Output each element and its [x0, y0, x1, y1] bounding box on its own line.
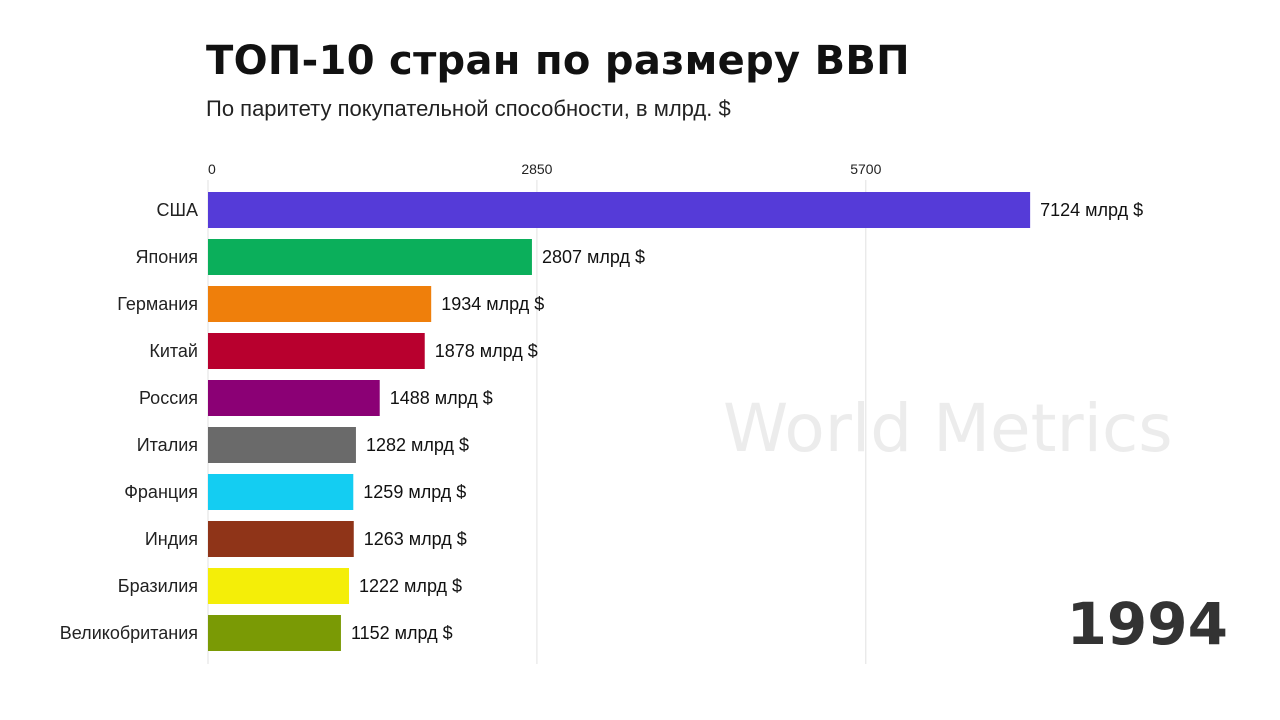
x-tick-label: 0 [208, 161, 216, 177]
value-label: 2807 млрд $ [542, 247, 645, 267]
bar [208, 192, 1031, 228]
chart-title: ТОП-10 стран по размеру ВВП [206, 38, 910, 84]
bar [208, 286, 432, 322]
category-label: Индия [145, 529, 198, 549]
category-label: Япония [136, 247, 199, 267]
bar [208, 615, 341, 651]
value-label: 1934 млрд $ [441, 294, 544, 314]
category-label: Италия [137, 435, 198, 455]
value-label: 1152 млрд $ [351, 623, 453, 643]
category-label: Германия [117, 294, 198, 314]
value-label: 1488 млрд $ [390, 388, 493, 408]
category-label: Россия [139, 388, 198, 408]
value-label: 7124 млрд $ [1040, 200, 1143, 220]
bar [208, 333, 425, 369]
category-label: Бразилия [118, 576, 198, 596]
value-label: 1222 млрд $ [359, 576, 462, 596]
category-label: Китай [149, 341, 198, 361]
bar [208, 427, 356, 463]
x-tick-label: 2850 [521, 161, 552, 177]
category-label: Франция [124, 482, 198, 502]
bar [208, 521, 354, 557]
bar [208, 239, 532, 275]
value-label: 1878 млрд $ [435, 341, 538, 361]
category-label: Великобритания [60, 623, 198, 643]
bar [208, 568, 350, 604]
x-tick-label: 5700 [850, 161, 881, 177]
watermark: World Metrics [723, 390, 1173, 467]
category-label: США [156, 200, 198, 220]
bar [208, 380, 380, 416]
value-label: 1259 млрд $ [363, 482, 466, 502]
year-label: 1994 [1066, 590, 1228, 658]
chart-subtitle: По паритету покупательной способности, в… [206, 96, 731, 121]
bar [208, 474, 354, 510]
value-label: 1263 млрд $ [364, 529, 467, 549]
value-label: 1282 млрд $ [366, 435, 469, 455]
